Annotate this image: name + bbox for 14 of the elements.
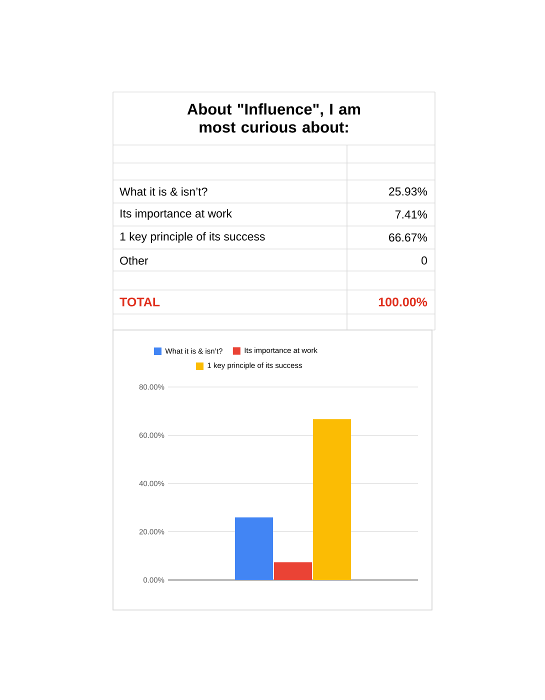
text: 25.93% <box>389 187 428 196</box>
text: 7.41% <box>395 210 428 219</box>
text: 0 <box>422 256 428 265</box>
text: 100.00% <box>378 298 428 306</box>
text: About "Influence", I am most curious about: <box>187 103 360 133</box>
text: Its importance at work <box>120 209 232 220</box>
text: 66.67% <box>389 233 428 242</box>
text: TOTAL <box>120 298 160 306</box>
bar <box>274 562 312 580</box>
text: What it is & isn’t? <box>120 187 208 196</box>
text: Other <box>120 256 148 265</box>
bar <box>313 419 351 580</box>
text: 1 key principle of its success <box>120 232 265 243</box>
bar <box>235 517 273 580</box>
